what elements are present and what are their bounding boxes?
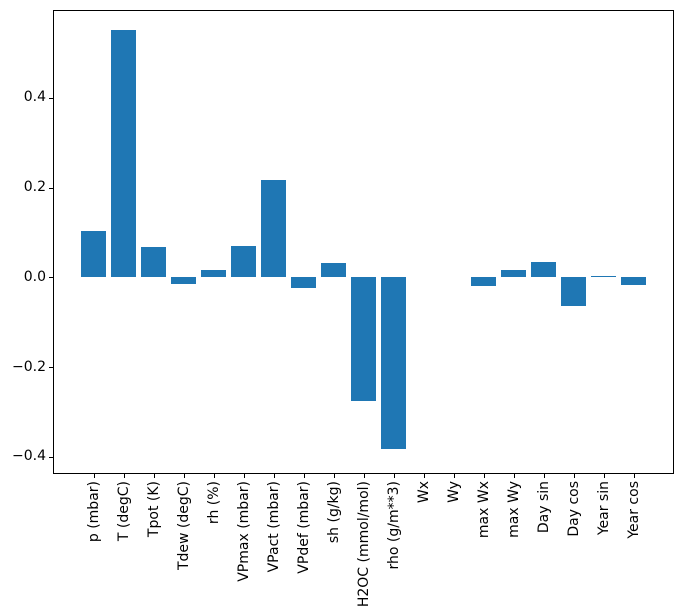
- x-tick-mark: [633, 474, 635, 478]
- y-tick-label: −0.4: [12, 448, 46, 465]
- bar-VPmax (mbar): [231, 246, 256, 278]
- x-tick-mark: [513, 474, 515, 478]
- x-tick-mark: [333, 474, 335, 478]
- bar-rho (g/m**3): [381, 277, 406, 449]
- x-tick-label: rho (g/m**3): [385, 481, 402, 570]
- x-tick-label: Year sin: [595, 481, 612, 536]
- plot-area: [53, 10, 674, 474]
- x-tick-mark: [153, 474, 155, 478]
- x-tick-mark: [453, 474, 455, 478]
- bar-rh (%): [201, 270, 226, 278]
- x-tick-label: VPact (mbar): [265, 481, 282, 573]
- x-tick-label: Day cos: [565, 481, 582, 537]
- bar-Year sin: [591, 275, 616, 278]
- x-tick-mark: [363, 474, 365, 478]
- bar-Day cos: [561, 277, 586, 307]
- bar-Day sin: [531, 261, 556, 278]
- x-tick-label: max Wy: [505, 481, 522, 538]
- bar-VPdef (mbar): [291, 277, 316, 288]
- y-tick-mark: [49, 187, 53, 189]
- y-tick-mark: [49, 277, 53, 279]
- x-tick-label: max Wx: [475, 481, 492, 539]
- x-tick-mark: [273, 474, 275, 478]
- x-tick-mark: [243, 474, 245, 478]
- bar-T (degC): [111, 30, 136, 278]
- y-tick-label: 0.4: [23, 89, 46, 106]
- x-tick-mark: [483, 474, 485, 478]
- x-tick-label: Tpot (K): [145, 481, 162, 538]
- x-tick-label: T (degC): [115, 481, 132, 542]
- x-tick-label: p (mbar): [85, 481, 102, 543]
- y-tick-mark: [49, 456, 53, 458]
- y-tick-mark: [49, 97, 53, 99]
- bar-sh (g/kg): [321, 262, 346, 278]
- bar-Tdew (degC): [171, 277, 196, 285]
- x-tick-mark: [393, 474, 395, 478]
- bar-max Wy: [501, 270, 526, 278]
- x-tick-label: Year cos: [625, 481, 642, 539]
- x-tick-label: Wx: [415, 481, 432, 504]
- x-tick-mark: [603, 474, 605, 478]
- x-tick-mark: [183, 474, 185, 478]
- x-tick-mark: [543, 474, 545, 478]
- x-tick-mark: [123, 474, 125, 478]
- x-tick-label: VPdef (mbar): [295, 481, 312, 574]
- x-tick-label: rh (%): [205, 481, 222, 525]
- bar-VPact (mbar): [261, 179, 286, 278]
- x-tick-mark: [93, 474, 95, 478]
- x-tick-mark: [573, 474, 575, 478]
- bar-Year cos: [621, 277, 646, 285]
- x-tick-mark: [303, 474, 305, 478]
- bar-H2OC (mmol/mol): [351, 277, 376, 401]
- y-tick-mark: [49, 367, 53, 369]
- x-tick-mark: [423, 474, 425, 478]
- x-tick-label: H2OC (mmol/mol): [355, 481, 372, 608]
- bar-p (mbar): [81, 231, 106, 278]
- bar-Tpot (K): [141, 247, 166, 278]
- y-tick-label: −0.2: [12, 358, 46, 375]
- y-tick-label: 0.2: [23, 179, 46, 196]
- x-tick-label: Tdew (degC): [175, 481, 192, 571]
- y-tick-label: 0.0: [23, 268, 46, 285]
- bar-max Wx: [471, 277, 496, 286]
- x-tick-label: VPmax (mbar): [235, 481, 252, 582]
- x-tick-mark: [213, 474, 215, 478]
- x-tick-label: Day sin: [535, 481, 552, 534]
- x-tick-label: Wy: [445, 481, 462, 503]
- x-tick-label: sh (g/kg): [325, 481, 342, 544]
